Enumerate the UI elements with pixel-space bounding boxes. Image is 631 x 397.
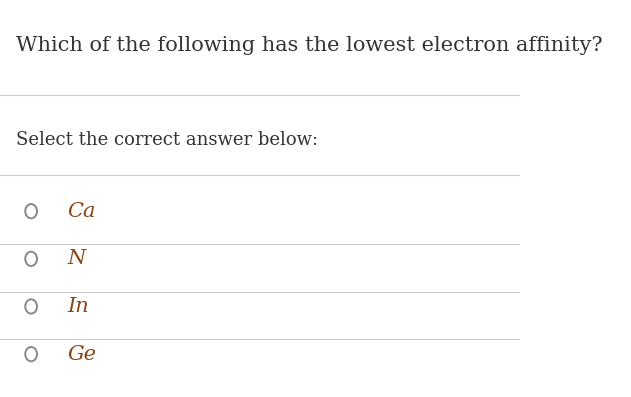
Text: N: N [68,249,86,268]
Text: Select the correct answer below:: Select the correct answer below: [16,131,317,149]
Text: Which of the following has the lowest electron affinity?: Which of the following has the lowest el… [16,36,602,55]
Text: In: In [68,297,89,316]
Text: Ca: Ca [68,202,96,221]
Text: Ge: Ge [68,345,97,364]
